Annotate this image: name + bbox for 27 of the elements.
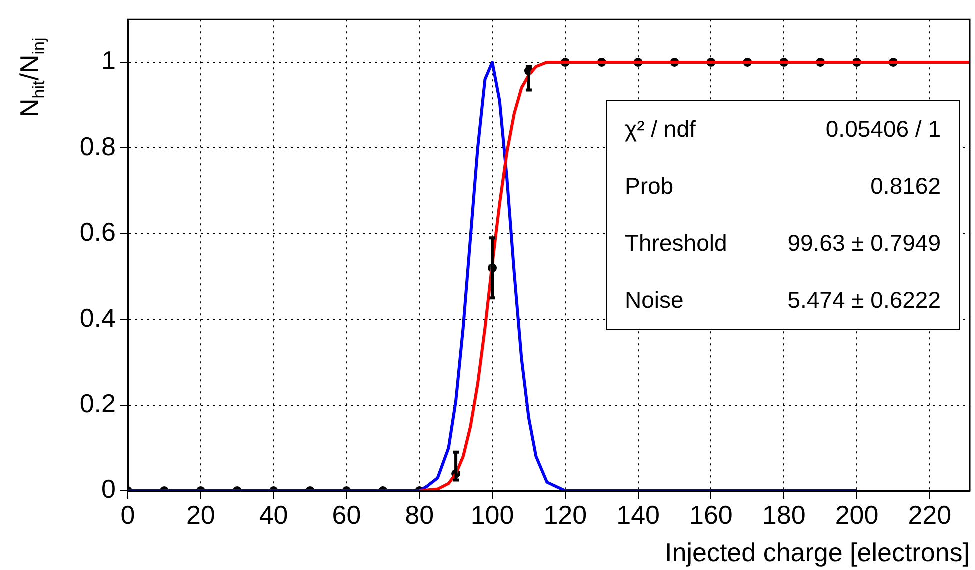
- x-tick-label: 140: [616, 500, 660, 530]
- annotation: Noise: [625, 287, 684, 314]
- x-tick-label: 20: [186, 500, 216, 530]
- x-tick-label: 120: [544, 500, 588, 530]
- y-tick-label: 0.8: [80, 131, 116, 162]
- y-tick-label: 1: [102, 46, 116, 76]
- x-tick-label: 0: [120, 500, 136, 530]
- annotation: χ² / ndf: [625, 116, 696, 143]
- x-tick-label: 100: [470, 500, 514, 530]
- x-tick-label: 220: [908, 500, 952, 530]
- annotation: 0.05406 / 1: [826, 116, 941, 143]
- x-tick-label: 200: [835, 500, 879, 530]
- x-axis-title: Injected charge [electrons]: [665, 538, 970, 568]
- annotation: 5.474 ± 0.6222: [788, 287, 941, 314]
- annotation: Prob: [625, 173, 674, 200]
- x-tick-label: 160: [690, 500, 733, 530]
- x-tick-label: 180: [762, 500, 806, 530]
- y-tick-label: 0.4: [80, 302, 116, 333]
- x-tick-label: 40: [259, 500, 288, 530]
- y-tick-label: 0: [102, 474, 116, 504]
- annotation: 0.8162: [870, 173, 941, 200]
- x-tick-label: 80: [405, 500, 434, 530]
- x-tick-label: 60: [332, 500, 362, 530]
- annotation: 99.63 ± 0.7949: [788, 230, 941, 257]
- y-tick-label: 0.2: [80, 388, 116, 418]
- y-tick-label: 0.6: [80, 217, 116, 248]
- annotation: Threshold: [625, 230, 728, 257]
